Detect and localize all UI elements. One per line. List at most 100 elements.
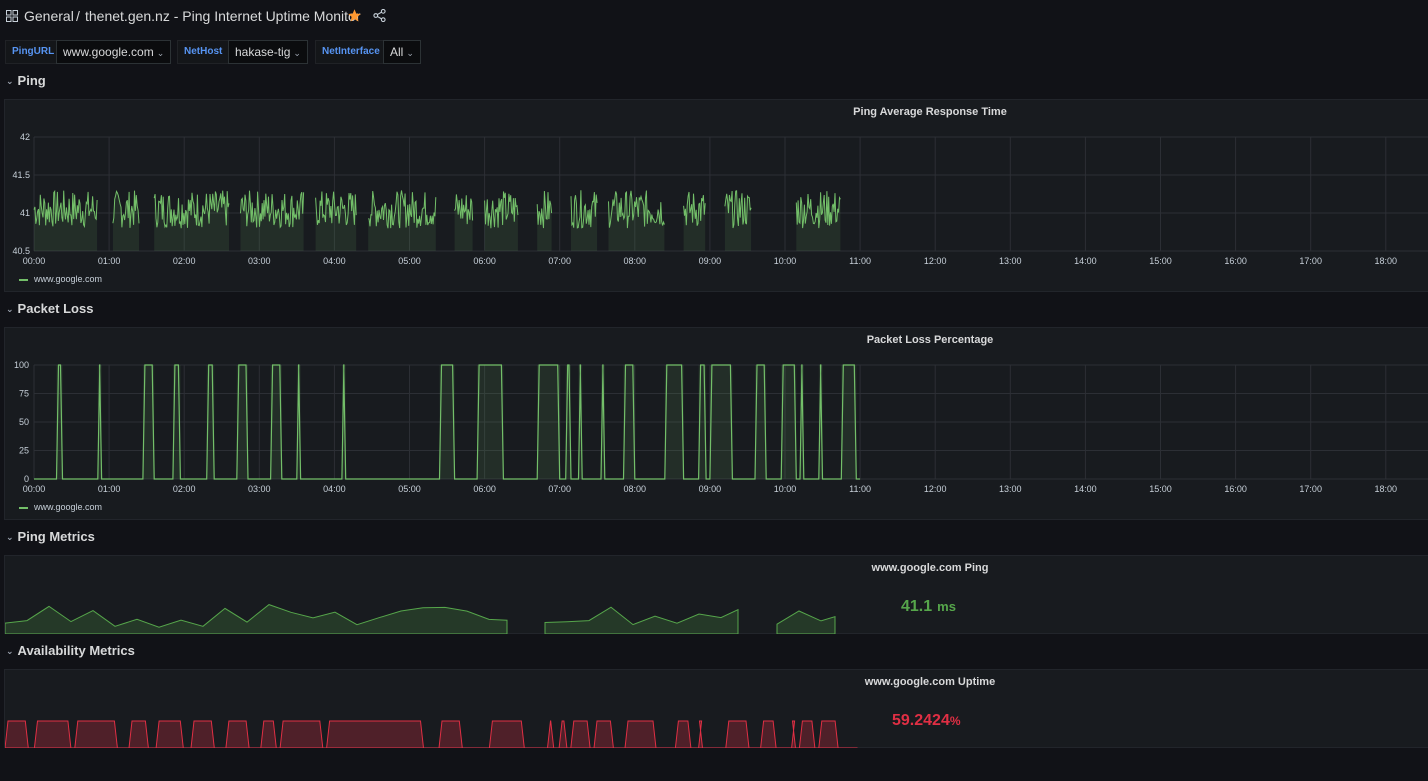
x-tick-label: 08:00: [624, 484, 647, 494]
variable-label-nethost: NetHost: [177, 40, 230, 64]
x-tick-label: 18:00: [1375, 484, 1398, 494]
legend-item[interactable]: www.google.com: [19, 502, 102, 512]
row-ping[interactable]: ⌄ Ping: [6, 73, 46, 88]
x-tick-label: 04:00: [323, 484, 346, 494]
x-tick-label: 04:00: [323, 256, 346, 266]
chevron-down-icon: ⌄: [293, 48, 301, 58]
panel-title[interactable]: Ping Average Response Time: [853, 106, 1007, 118]
x-tick-label: 17:00: [1299, 256, 1322, 266]
series-area: [34, 190, 98, 251]
series-line: [240, 190, 305, 229]
chevron-down-icon: ⌄: [6, 76, 14, 86]
y-tick-label: 25: [19, 446, 29, 456]
series-area: [608, 190, 665, 251]
y-tick-label: 41: [20, 208, 30, 218]
panel-uptime-stat: www.google.com Uptime 59.2424%: [4, 669, 1428, 748]
loss-area: [601, 365, 605, 479]
x-tick-label: 13:00: [999, 256, 1022, 266]
ping-stat-value: 41.1 ms: [901, 598, 956, 615]
series-line: [484, 191, 519, 229]
variable-select-nethost[interactable]: hakase-tig ⌄: [228, 40, 308, 64]
breadcrumb-separator: /: [76, 8, 80, 24]
x-tick-label: 15:00: [1149, 484, 1172, 494]
x-tick-label: 10:00: [774, 256, 797, 266]
ping-chart: 00:00 01:00 02:00 03:00 04:00 05:00 06:00 07:00…: [12, 132, 1428, 266]
share-icon[interactable]: [373, 9, 386, 22]
sparkline-area: [544, 606, 739, 634]
apps-grid-icon[interactable]: [6, 10, 18, 22]
variable-label-netinterface: NetInterface: [315, 40, 387, 64]
x-tick-label: 11:00: [849, 256, 871, 266]
loss-area: [623, 365, 635, 479]
series-line: [368, 190, 437, 229]
dashboard-title[interactable]: thenet.gen.nz - Ping Internet Uptime Mon…: [85, 8, 361, 24]
x-tick-label: 03:00: [248, 256, 271, 266]
loss-area: [565, 365, 571, 479]
x-tick-label: 12:00: [924, 256, 947, 266]
chevron-down-icon: ⌄: [6, 304, 14, 314]
loss-area: [97, 365, 102, 479]
x-tick-label: 15:00: [1149, 256, 1172, 266]
series-line: [570, 190, 598, 229]
loss-area: [56, 365, 63, 479]
x-tick-label: 07:00: [548, 256, 571, 266]
x-tick-label: 07:00: [548, 484, 571, 494]
sparkline-area: [5, 604, 508, 634]
series-line: [33, 189, 98, 229]
panel-title[interactable]: www.google.com Ping: [871, 562, 989, 574]
chevron-down-icon: ⌄: [6, 532, 14, 542]
dashboard-header: General / thenet.gen.nz - Ping Internet …: [0, 0, 1428, 34]
row-packet-loss[interactable]: ⌄ Packet Loss: [6, 301, 94, 316]
series-area: [454, 194, 473, 251]
loss-area: [818, 365, 823, 479]
series-area: [368, 190, 436, 251]
loss-area: [709, 365, 733, 479]
x-tick-label: 06:00: [473, 256, 496, 266]
y-tick-label: 42: [20, 132, 30, 142]
x-tick-label: 16:00: [1224, 256, 1247, 266]
y-tick-label: 41.5: [12, 170, 30, 180]
loss-area: [270, 365, 282, 479]
x-tick-label: 18:00: [1375, 256, 1398, 266]
x-tick-label: 06:00: [473, 484, 496, 494]
series-color-swatch: [19, 278, 28, 281]
loss-area: [296, 365, 301, 479]
series-area: [315, 191, 357, 251]
variable-label-pingurl: PingURL: [5, 40, 62, 64]
series-line: [153, 190, 230, 229]
loss-area: [477, 365, 504, 479]
star-icon[interactable]: [347, 8, 362, 23]
breadcrumb-folder[interactable]: General: [24, 8, 74, 24]
variable-select-netinterface[interactable]: All ⌄: [383, 40, 421, 64]
uptime-stat-value: 59.2424%: [892, 712, 961, 729]
legend-item[interactable]: www.google.com: [19, 274, 102, 284]
loss-area: [142, 365, 155, 479]
row-ping-metrics[interactable]: ⌄ Ping Metrics: [6, 529, 95, 544]
x-tick-label: 03:00: [248, 484, 271, 494]
x-tick-label: 05:00: [398, 256, 421, 266]
x-tick-label: 05:00: [398, 484, 421, 494]
loss-area: [754, 365, 767, 479]
loss-area: [664, 365, 684, 479]
series-line: [724, 190, 752, 229]
x-tick-label: 00:00: [23, 484, 46, 494]
loss-area: [698, 365, 707, 479]
x-tick-label: 14:00: [1074, 484, 1097, 494]
chevron-down-icon: ⌄: [406, 48, 414, 58]
loss-area: [172, 365, 181, 479]
chevron-down-icon: ⌄: [156, 48, 165, 58]
packet-loss-chart: 00:00 01:00 02:00 03:00 04:00 05:00 06:00 07:00…: [14, 360, 1428, 494]
panel-title[interactable]: www.google.com Uptime: [864, 676, 996, 688]
series-line: [683, 191, 706, 226]
x-tick-label: 09:00: [699, 256, 722, 266]
x-tick-label: 13:00: [999, 484, 1022, 494]
loss-area: [206, 365, 215, 479]
variable-select-pingurl[interactable]: www.google.com ⌄: [56, 40, 172, 64]
panel-ping-stat: www.google.com Ping 41.1 ms: [4, 555, 1428, 634]
x-tick-label: 00:00: [23, 256, 46, 266]
x-tick-label: 12:00: [924, 484, 947, 494]
series-area: [571, 190, 598, 251]
panel-title[interactable]: Packet Loss Percentage: [866, 334, 994, 346]
row-availability-metrics[interactable]: ⌄ Availability Metrics: [6, 643, 135, 658]
loss-area: [800, 365, 804, 479]
